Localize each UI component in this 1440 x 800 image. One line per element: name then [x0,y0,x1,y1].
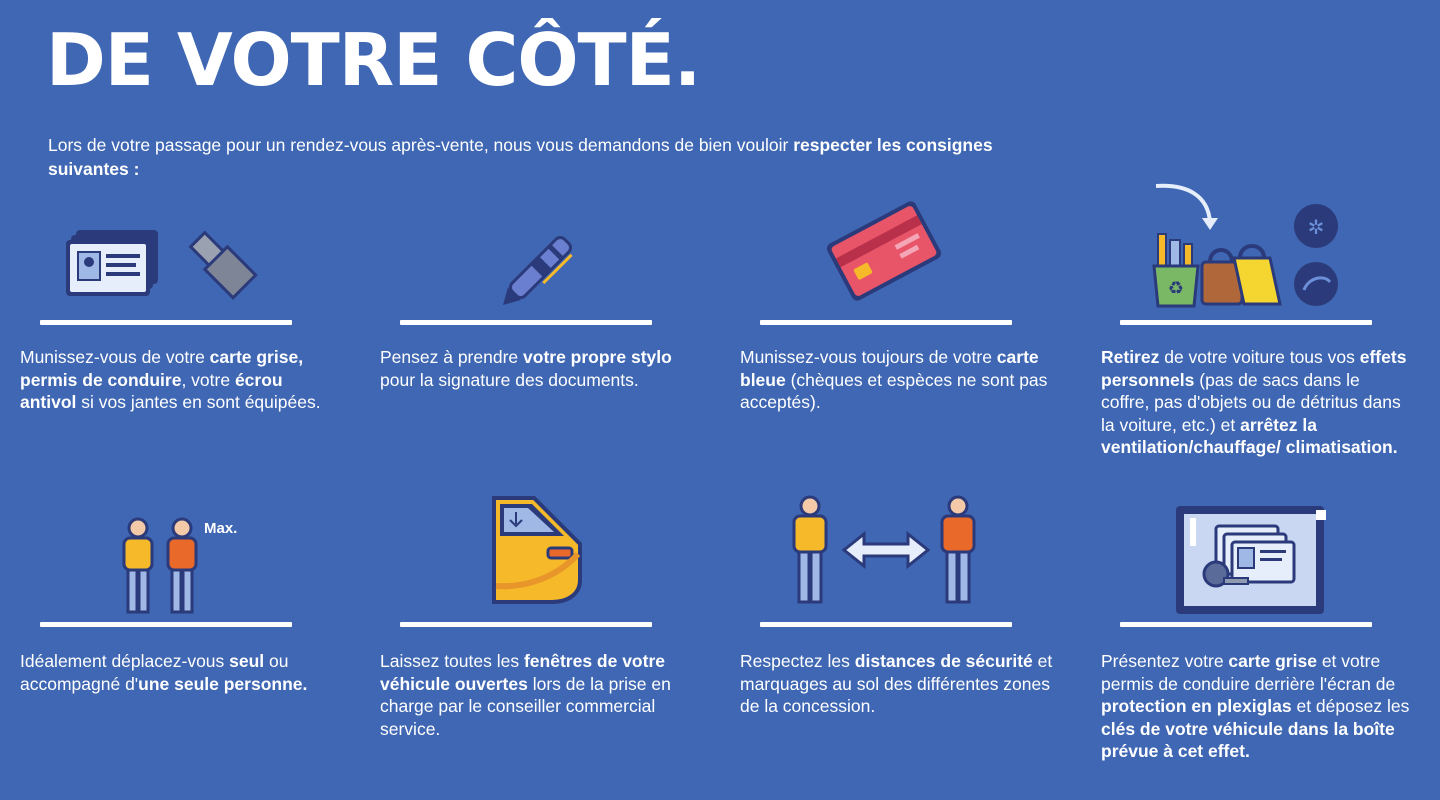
divider-rule [760,622,1012,627]
divider-rule [40,622,292,627]
body-text: lors de la prise en charge par le consei… [380,673,671,739]
instruction-text-6: Laissez toutes les fenêtres de votre véh… [380,650,700,740]
emphasis-text: une seule personne. [138,673,308,694]
body-text: Pensez à prendre [380,347,524,367]
body-text: et marquages au sol des différentes zone… [740,651,1053,717]
emphasis-text: protection en plexiglas [1101,696,1292,717]
body-text: Respectez les [740,651,855,671]
body-text: si vos jantes en sont équipées. [76,392,321,413]
divider-rule [1120,320,1372,325]
page-title: DE VOTRE CÔTÉ. [46,18,701,102]
pen-icon [494,214,594,314]
body-text: Munissez-vous de votre [20,347,210,367]
intro-regular: Lors de votre passage pour un rendez-vou… [48,135,794,155]
body-text: Laissez toutes les [380,651,524,671]
instruction-text-4: Retirez de votre voiture tous vos effets… [1101,346,1411,459]
emphasis-text: carte grise, permis de conduire [20,347,304,390]
two-people-icon: Max. [118,516,248,616]
body-text: Présentez votre [1101,651,1229,671]
divider-rule [400,622,652,627]
body-text: ou accompagné d' [20,651,289,694]
divider-rule [760,320,1012,325]
instruction-text-3: Munissez-vous toujours de votre carte bl… [740,346,1060,414]
instruction-text-7: Respectez les distances de sécurité et m… [740,650,1060,718]
emphasis-text: carte grise [1228,651,1317,671]
emphasis-text: distances de sécurité [854,651,1033,671]
emphasis-text: carte bleue [740,347,1039,390]
social-distance-icon [788,494,988,606]
id-card-and-lug-nut-icon [66,228,266,308]
emphasis-text: effets personnels [1101,347,1407,390]
plexiglass-screen-icon [1176,504,1336,616]
divider-rule [1120,622,1372,627]
body-text: (pas de sacs dans le coffre, pas d'objet… [1101,369,1401,435]
emphasis-text: votre propre stylo [523,347,672,367]
instruction-text-8: Présentez votre carte grise et votre per… [1101,650,1413,763]
body-text: et votre permis de conduire derrière l'é… [1101,651,1396,694]
instruction-text-5: Idéalement déplacez-vous seul ou accompa… [20,650,340,695]
emphasis-text: écrou antivol [20,369,283,413]
intro-bold: respecter les consignes suivantes : [48,135,993,179]
instruction-text-2: Pensez à prendre votre propre stylo pour… [380,346,700,391]
body-text: Idéalement déplacez-vous [20,651,230,671]
instruction-text-1: Munissez-vous de votre carte grise, perm… [20,346,340,414]
body-text: et déposez les [1291,696,1410,717]
credit-card-icon [826,196,946,306]
emphasis-text: Retirez [1101,347,1160,367]
divider-rule [40,320,292,325]
body-text: (chèques et espèces ne sont pas acceptés… [740,369,1048,413]
body-text: Munissez-vous toujours de votre [740,347,997,367]
svg-text:♻: ♻ [1168,278,1184,298]
divider-rule [400,320,652,325]
body-text: de votre voiture tous vos [1159,347,1360,367]
emphasis-text: arrêtez la ventilation/chauffage/ climat… [1101,414,1398,458]
svg-text:✲: ✲ [1308,217,1325,239]
body-text: pour la signature des documents. [380,369,639,390]
intro-text: Lors de votre passage pour un rendez-vou… [48,133,1078,181]
emphasis-text: seul [229,651,265,671]
body-text: , votre [181,369,235,390]
emphasis-text: clés de votre véhicule dans la boîte pré… [1101,718,1395,762]
emphasis-text: fenêtres de votre véhicule ouvertes [380,651,665,694]
car-door-icon [488,494,588,606]
personal-items-icon: ♻ ✲ [1148,182,1348,308]
max-label: Max. [204,520,238,537]
